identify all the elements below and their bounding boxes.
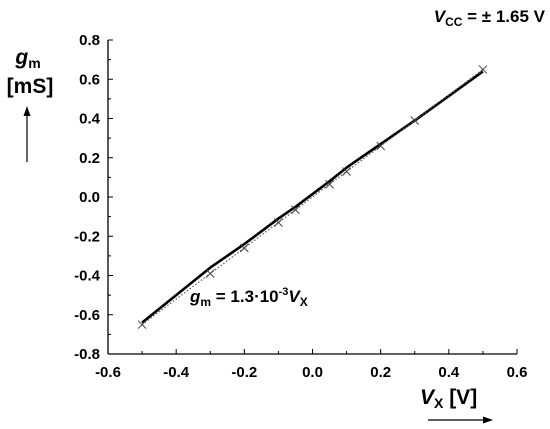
y-tick-label: -0.6: [74, 307, 100, 324]
measured-series-line: [141, 70, 484, 324]
x-marker-stroke: [325, 179, 334, 189]
y-axis-label-symbol: gm: [14, 46, 40, 71]
x-marker-stroke: [291, 205, 300, 215]
x-marker-stroke: [137, 320, 147, 329]
data-series: [137, 65, 488, 329]
y-tick-labels: -0.8 -0.6 -0.4 -0.2 0.0 0.2 0.4 0.6 0.8: [74, 32, 101, 363]
y-axis-arrow: [23, 106, 31, 162]
y-tick-label: 0.4: [79, 111, 101, 128]
x-tick-label: 0.6: [507, 364, 528, 381]
x-marker-point: [410, 116, 420, 125]
x-marker-point: [205, 269, 215, 278]
x-tick-label: 0.0: [302, 364, 323, 381]
x-tick-label: 0.2: [370, 364, 391, 381]
x-marker-stroke: [410, 116, 420, 125]
x-marker-stroke: [205, 269, 215, 278]
x-marker-stroke: [376, 141, 386, 151]
x-marker-stroke: [478, 65, 488, 74]
y-tick-label: -0.4: [74, 268, 101, 285]
x-tick-label: 0.4: [438, 364, 460, 381]
x-marker-stroke: [342, 167, 351, 176]
x-marker-point: [291, 205, 300, 215]
x-marker-point: [239, 243, 249, 253]
y-tick-label: 0.8: [79, 32, 100, 49]
x-axis-label: VX [V]: [420, 386, 477, 411]
y-tick-label: 0.0: [79, 189, 100, 206]
x-tick-labels: -0.6 -0.4 -0.2 0.0 0.2 0.4 0.6: [95, 364, 527, 381]
tick-marks: [107, 39, 518, 355]
x-marker-stroke: [239, 243, 249, 253]
x-tick-label: -0.4: [163, 364, 190, 381]
x-marker-point: [325, 179, 334, 189]
x-marker-stroke: [274, 218, 283, 227]
y-tick-label: 0.6: [79, 71, 100, 88]
y-axis-label-unit: [mS]: [7, 75, 54, 98]
x-marker-point: [342, 167, 351, 176]
x-marker-point: [376, 141, 386, 151]
x-tick-label: -0.2: [231, 364, 257, 381]
y-tick-label: -0.8: [74, 346, 100, 363]
y-tick-label: 0.2: [79, 150, 100, 167]
x-marker-point: [137, 320, 147, 329]
x-marker-point: [478, 65, 488, 74]
equation-annotation: gm = 1.3·10-3VX: [189, 286, 308, 309]
y-tick-label: -0.2: [74, 228, 100, 245]
x-axis-arrow: [428, 416, 493, 424]
vcc-annotation: VCC = ± 1.65 V: [434, 7, 546, 29]
x-marker-point: [274, 218, 283, 227]
axes: [107, 40, 517, 355]
x-tick-label: -0.6: [95, 364, 121, 381]
fit-series-line: [141, 68, 484, 326]
